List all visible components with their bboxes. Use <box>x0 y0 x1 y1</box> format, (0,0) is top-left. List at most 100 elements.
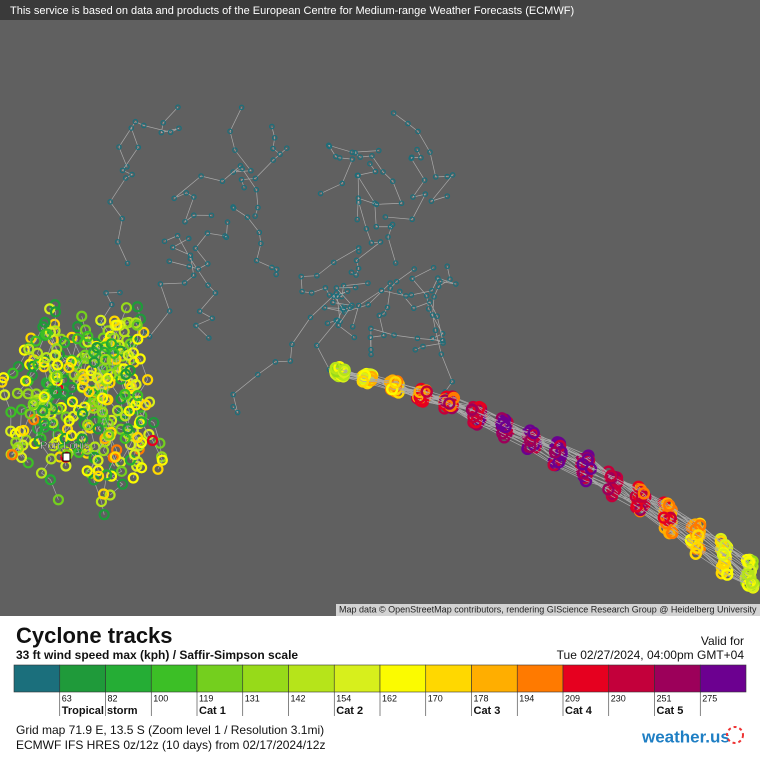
track-point <box>422 191 429 197</box>
track-line <box>109 127 139 264</box>
track-point <box>105 470 118 482</box>
track-point <box>18 424 30 437</box>
track-point <box>169 244 176 251</box>
track-point <box>185 235 192 242</box>
track-point <box>423 292 430 299</box>
track-line <box>145 238 195 337</box>
track-point <box>135 416 148 428</box>
track-point <box>427 149 433 155</box>
track-point <box>420 385 433 398</box>
track-point <box>432 327 439 334</box>
track-point <box>51 343 63 355</box>
track-point <box>425 306 432 312</box>
track-point <box>132 333 144 345</box>
track-point <box>339 180 346 187</box>
scale-swatch <box>333 664 381 693</box>
track-point <box>187 252 194 259</box>
track-point <box>271 135 278 141</box>
track-point <box>0 372 10 384</box>
track-point <box>347 304 354 311</box>
track-point <box>352 149 358 156</box>
track-point <box>499 420 512 434</box>
track-point <box>138 326 150 339</box>
track-point <box>128 125 135 131</box>
track-point <box>408 155 415 162</box>
track-point <box>59 432 71 445</box>
track-point <box>91 372 103 384</box>
track-point <box>579 474 593 488</box>
track-point <box>31 347 44 359</box>
track-line <box>344 369 749 575</box>
map <box>0 104 760 594</box>
track-line <box>241 126 288 188</box>
track-point <box>576 458 589 471</box>
track-point <box>142 374 154 386</box>
track-line <box>232 292 337 413</box>
track-point <box>352 284 359 291</box>
track-point <box>273 266 280 273</box>
track-point <box>322 284 329 291</box>
track-point <box>103 429 115 441</box>
track-point <box>420 343 426 350</box>
track-point <box>355 302 362 309</box>
track-point <box>32 423 44 435</box>
track-point <box>96 406 109 418</box>
track-point <box>256 229 263 236</box>
track-point <box>435 275 441 281</box>
track-point <box>378 287 385 294</box>
track-point <box>114 239 121 245</box>
track-line <box>332 287 356 338</box>
track-point <box>99 353 112 365</box>
track-line <box>173 165 241 223</box>
track-point <box>385 234 391 240</box>
track-point <box>408 292 415 298</box>
track-point <box>368 240 375 246</box>
track-point <box>467 410 480 424</box>
track-point <box>161 238 168 245</box>
track-point <box>6 449 18 461</box>
track-point <box>715 566 729 580</box>
track-point <box>111 405 124 417</box>
track-point <box>277 151 283 158</box>
grid-info: Grid map 71.9 E, 13.5 S (Zoom level 1 / … <box>16 723 324 737</box>
track-point <box>131 319 143 331</box>
track-point <box>414 335 421 342</box>
track-point <box>116 144 122 150</box>
track-point <box>24 408 36 420</box>
track-point <box>166 308 173 314</box>
track-point <box>326 292 333 298</box>
track-point <box>224 219 231 225</box>
track-point <box>428 198 435 204</box>
track-point <box>335 322 342 329</box>
track-point <box>409 275 415 282</box>
track-point <box>326 143 333 150</box>
track-point <box>353 272 359 278</box>
track-point <box>65 356 78 368</box>
track-point <box>317 190 324 197</box>
track-point <box>324 320 331 327</box>
track-point <box>375 147 382 154</box>
track-point <box>124 260 131 267</box>
track-point <box>126 335 139 348</box>
track-point <box>23 343 35 355</box>
track-point <box>123 405 135 417</box>
track-point <box>88 356 100 368</box>
track-point <box>196 308 203 315</box>
track-point <box>174 232 181 239</box>
track-point <box>369 153 375 159</box>
track-point <box>241 184 247 191</box>
scale-swatch <box>654 664 701 693</box>
track-point <box>238 176 245 183</box>
track-point <box>690 541 704 554</box>
scale-label: 119 <box>199 693 213 703</box>
scale-label: 100 <box>153 693 168 703</box>
track-point <box>204 230 211 236</box>
track-point <box>78 373 90 386</box>
track-point <box>148 416 160 429</box>
track-point <box>182 218 188 225</box>
track-point <box>410 194 416 200</box>
track-point <box>252 175 259 182</box>
scale-swatch <box>425 664 472 693</box>
track-point <box>357 154 363 160</box>
track-point <box>356 248 362 255</box>
